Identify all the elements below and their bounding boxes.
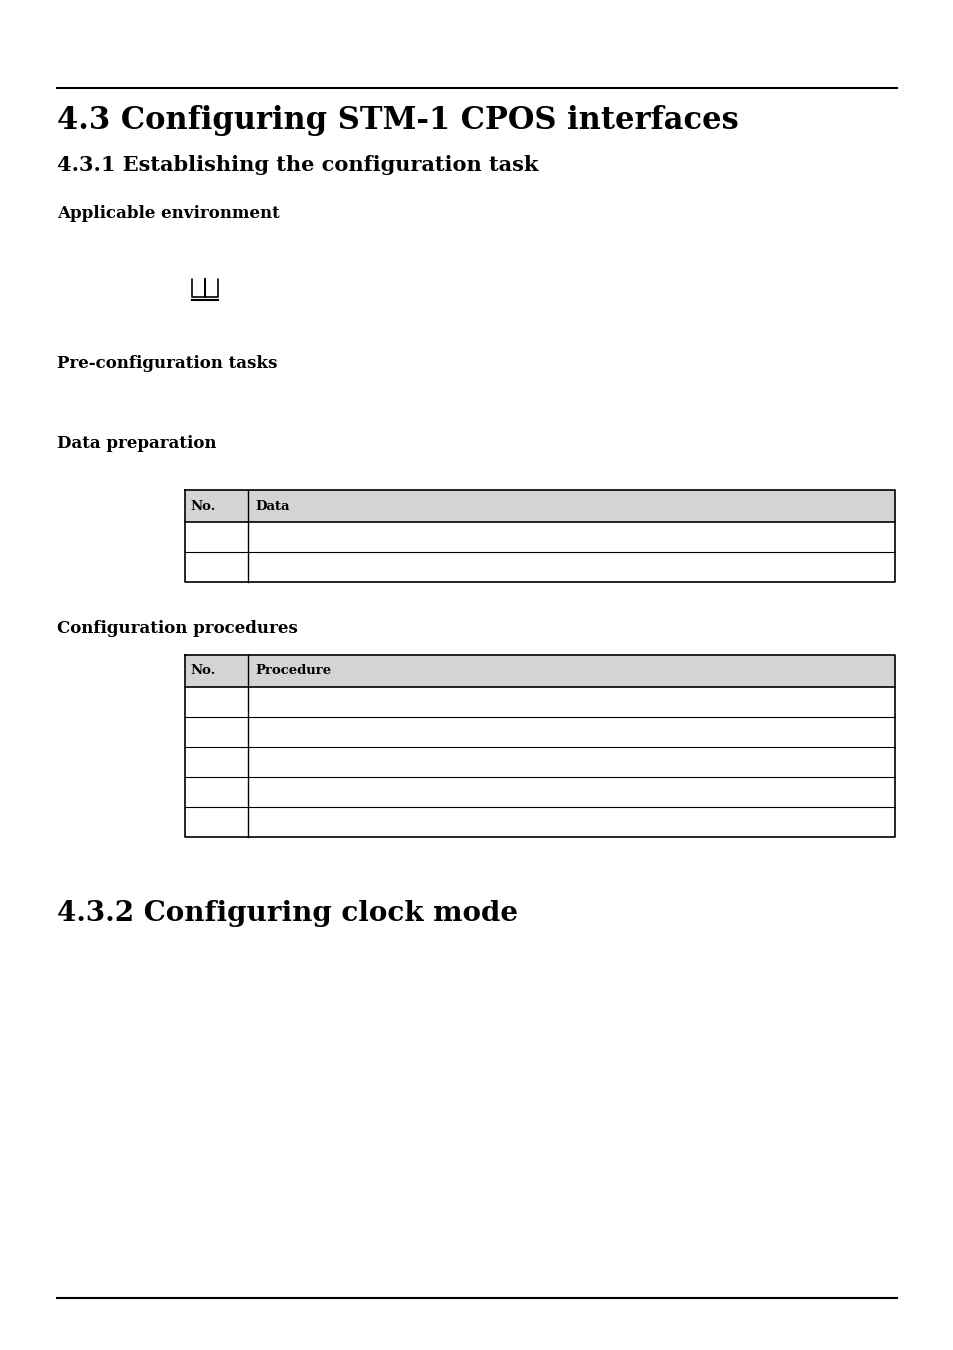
Text: Configuration procedures: Configuration procedures bbox=[57, 620, 297, 637]
Text: Procedure: Procedure bbox=[254, 664, 331, 678]
Text: 4.3 Configuring STM-1 CPOS interfaces: 4.3 Configuring STM-1 CPOS interfaces bbox=[57, 105, 738, 136]
Bar bbox=[185, 490, 894, 522]
Text: 4.3.1 Establishing the configuration task: 4.3.1 Establishing the configuration tas… bbox=[57, 155, 537, 176]
Text: Pre-configuration tasks: Pre-configuration tasks bbox=[57, 355, 277, 373]
Text: No.: No. bbox=[190, 664, 215, 678]
Bar bbox=[185, 655, 894, 687]
Text: 4.3.2 Configuring clock mode: 4.3.2 Configuring clock mode bbox=[57, 900, 517, 927]
Text: Data: Data bbox=[254, 500, 289, 513]
Text: Data preparation: Data preparation bbox=[57, 435, 216, 452]
Text: Applicable environment: Applicable environment bbox=[57, 205, 279, 221]
Text: No.: No. bbox=[190, 500, 215, 513]
